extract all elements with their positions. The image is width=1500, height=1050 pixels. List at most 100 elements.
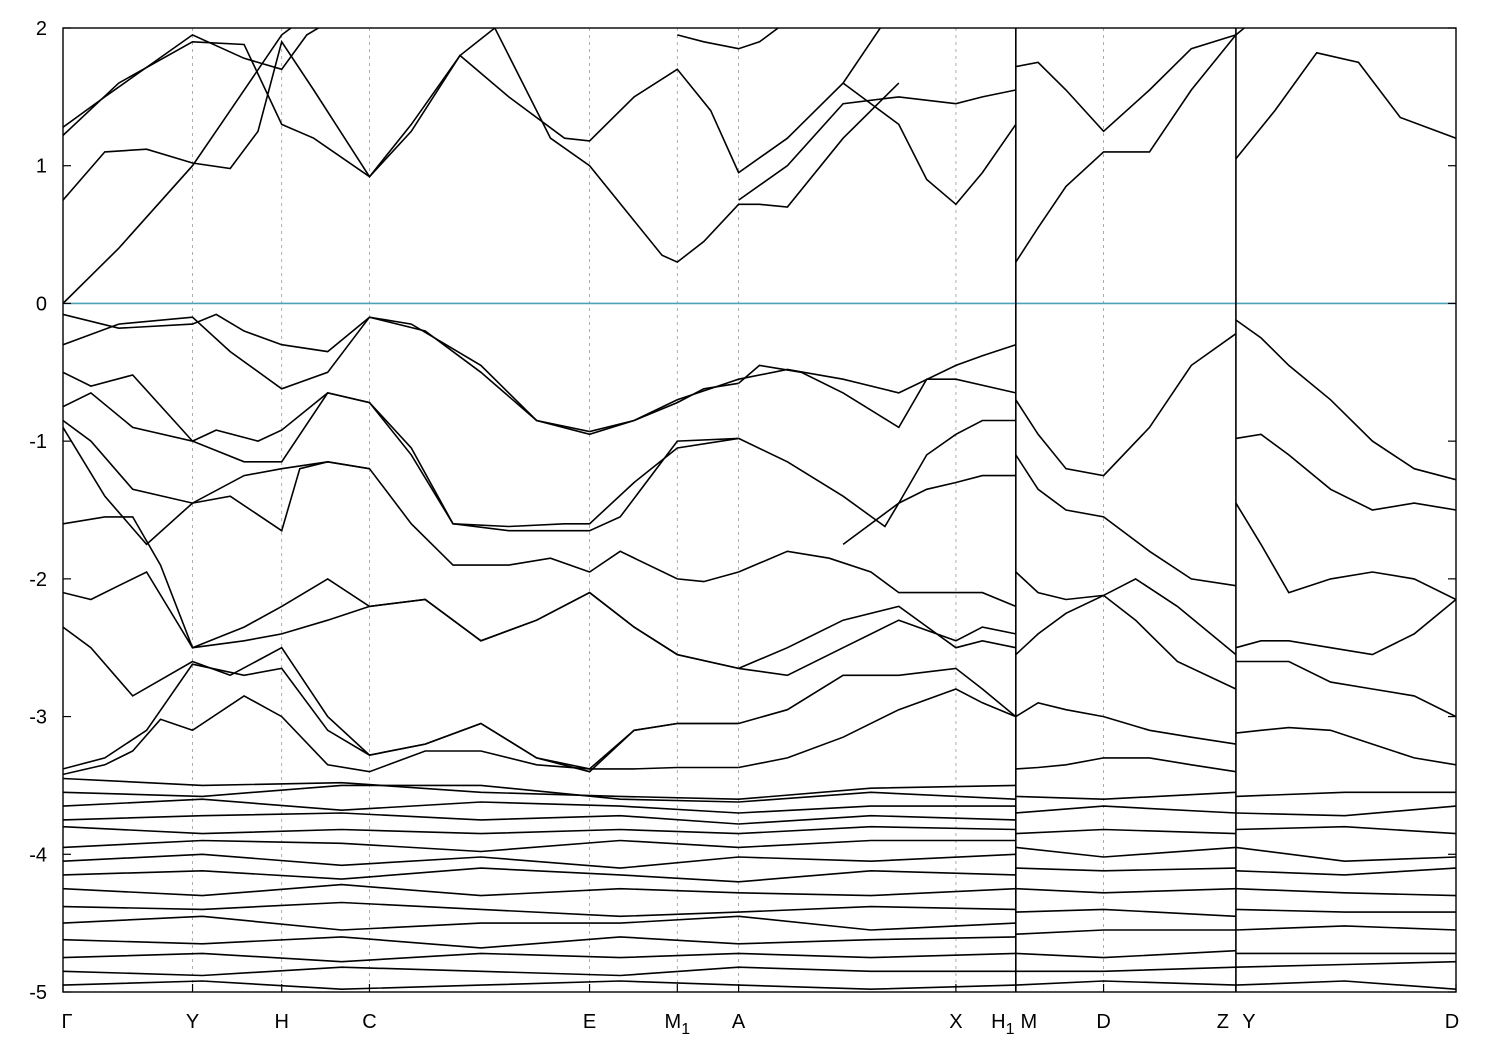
band-line-69 [1235, 791, 1456, 798]
band-line-72 [1235, 846, 1456, 863]
band-line-51 [63, 883, 1016, 897]
band-line-2 [63, 28, 882, 178]
band-line-14 [63, 371, 739, 528]
y-tick-label-5: 0 [36, 293, 47, 315]
x-tick-label-3: C [362, 1011, 376, 1033]
x-tick-label-8: H1 [991, 1011, 1014, 1038]
y-tick-label-0: -5 [29, 982, 47, 1004]
band-line-59 [1015, 805, 1236, 814]
band-line-63 [1015, 887, 1236, 894]
band-line-34 [1015, 594, 1237, 690]
x-tick-label-2: H [274, 1011, 288, 1033]
band-line-25 [738, 619, 1016, 677]
band-line-27 [63, 663, 739, 770]
band-line-41 [1235, 660, 1456, 718]
band-line-43 [63, 777, 1016, 801]
band-line-76 [1235, 925, 1456, 931]
y-tick-label-4: -1 [29, 431, 47, 453]
band-line-22 [63, 570, 739, 670]
band-line-44 [63, 784, 1016, 803]
band-line-3 [63, 28, 498, 201]
band-line-57 [63, 980, 1016, 991]
y-tick-label-2: -3 [29, 707, 47, 729]
band-line-56 [63, 966, 1016, 977]
band-line-47 [63, 825, 1016, 835]
band-line-21 [842, 474, 1016, 546]
band-line-70 [1235, 805, 1456, 817]
y-tick-label-6: 1 [36, 156, 47, 178]
band-line-9 [1015, 34, 1237, 263]
y-tick-label-3: -2 [29, 569, 47, 591]
x-tick-label-7: X [949, 1011, 962, 1033]
x-tick-label-10: D [1096, 1011, 1110, 1033]
band-line-46 [63, 812, 1016, 825]
band-line-42 [1235, 726, 1456, 766]
band-line-17 [738, 364, 1016, 429]
band-line-18 [63, 419, 739, 583]
band-line-50 [63, 867, 1016, 883]
band-line-65 [1015, 929, 1236, 935]
band-line-8 [1015, 34, 1237, 133]
band-line-75 [1235, 908, 1456, 913]
band-line-68 [1015, 980, 1236, 986]
band-line-64 [1015, 908, 1236, 918]
band-line-29 [738, 667, 1017, 725]
band-line-15 [63, 391, 739, 532]
band-line-16 [738, 419, 1016, 528]
band-line-61 [1015, 846, 1236, 858]
band-line-31 [1015, 333, 1237, 477]
x-tick-label-4: E [583, 1011, 596, 1033]
band-line-12 [63, 313, 739, 433]
band-line-37 [1235, 319, 1456, 481]
band-line-53 [63, 915, 1016, 931]
y-tick-label-1: -4 [29, 844, 47, 866]
band-line-38 [1235, 433, 1456, 511]
band-line-24 [738, 605, 1016, 670]
band-line-6 [738, 89, 1016, 201]
band-line-60 [1015, 828, 1236, 835]
x-tick-label-1: Y [186, 1011, 199, 1033]
band-line-78 [1235, 960, 1456, 968]
band-line-20 [738, 550, 1017, 608]
band-line-26 [63, 626, 739, 773]
high-symmetry-gridlines [192, 28, 1237, 992]
band-line-52 [63, 901, 1016, 918]
x-tick-label-12: Y [1242, 1011, 1255, 1033]
band-line-62 [1015, 867, 1236, 872]
plot-frame [62, 27, 1457, 993]
band-lines [63, 28, 1456, 991]
band-line-28 [63, 694, 739, 776]
band-line-45 [63, 798, 1016, 814]
x-tick-label-5: M1 [665, 1011, 691, 1038]
band-line-0 [63, 28, 293, 304]
path-discontinuity-lines [1015, 28, 1237, 992]
band-line-7 [842, 82, 1017, 206]
x-tick-label-6: A [732, 1011, 746, 1033]
band-line-55 [63, 952, 1016, 963]
x-tick-label-11: Z [1217, 1011, 1229, 1033]
band-line-79 [1235, 980, 1456, 990]
band-line-11 [1235, 28, 1246, 36]
band-line-73 [1235, 867, 1456, 876]
x-axis-labels: Γ Y H C E M1 A X H1 M D Z Y D [61, 984, 1459, 1038]
x-tick-label-13: D [1445, 1011, 1459, 1033]
band-line-30 [738, 688, 1017, 769]
band-line-4 [493, 28, 900, 264]
band-line-40 [1235, 598, 1456, 656]
band-line-23 [63, 516, 739, 670]
band-line-13 [63, 316, 1017, 436]
band-line-58 [1015, 791, 1236, 801]
x-tick-label-9: M [1020, 1011, 1037, 1033]
band-line-49 [63, 853, 1016, 869]
band-line-74 [1235, 887, 1456, 897]
x-tick-label-0: Γ [61, 1011, 72, 1033]
band-line-5 [677, 28, 780, 50]
band-line-36 [1015, 757, 1237, 773]
band-line-35 [1015, 701, 1237, 745]
band-line-32 [1015, 454, 1237, 587]
band-line-71 [1235, 825, 1456, 835]
band-line-10 [1235, 51, 1456, 160]
band-line-39 [1235, 502, 1456, 601]
band-line-1 [63, 28, 320, 128]
